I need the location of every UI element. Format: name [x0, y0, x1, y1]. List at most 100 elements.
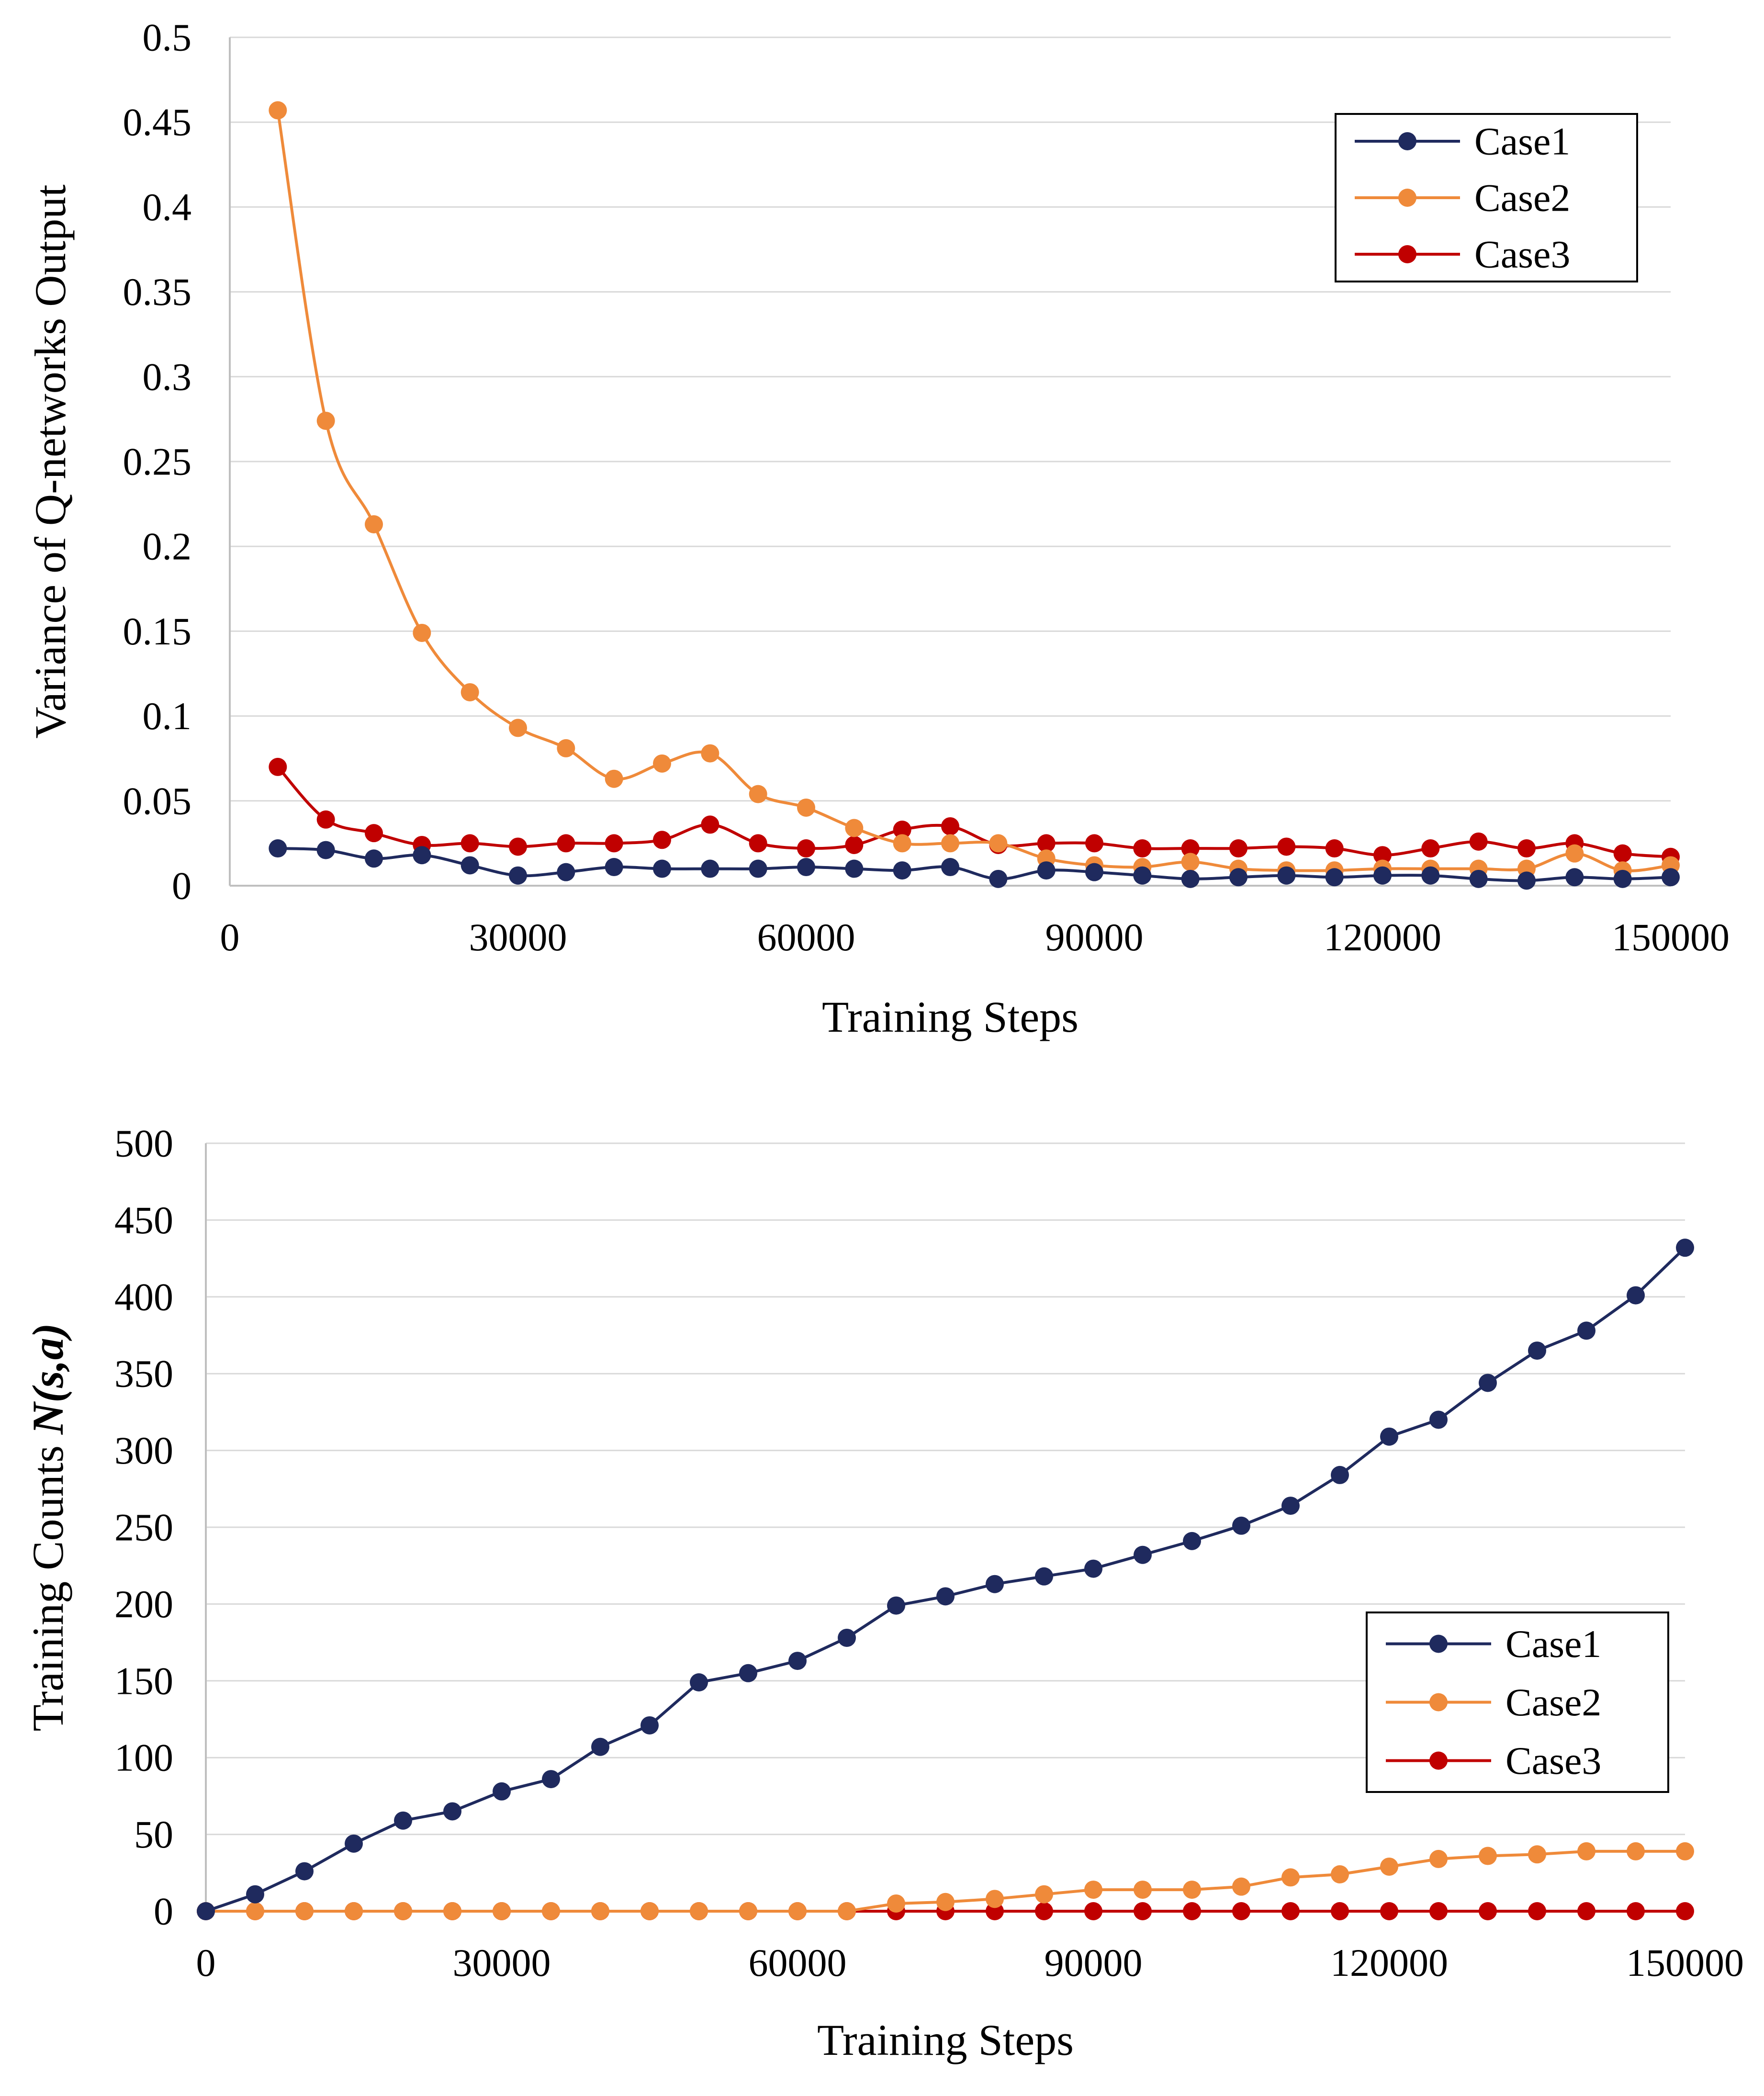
- y-tick-label: 0: [154, 1890, 173, 1933]
- data-point: Case3: (145000, 0): [1627, 1902, 1645, 1920]
- y-tick-label: 0.45: [123, 101, 192, 144]
- data-point: Case3: (100000, 0.022): [1181, 839, 1200, 858]
- y-tick-label: 100: [114, 1736, 173, 1780]
- data-point: Case1: (80000, 213): [986, 1575, 1004, 1593]
- data-point: Case2: (110000, 22): [1281, 1868, 1300, 1887]
- data-point: Case1: (65000, 178): [838, 1628, 856, 1647]
- data-point: Case3: (5000, 0.07): [269, 757, 287, 776]
- data-point: Case3: (50000, 0.036): [701, 815, 719, 834]
- data-point: Case1: (85000, 218): [1035, 1567, 1053, 1586]
- legend-marker: [1429, 1751, 1448, 1770]
- data-point: Case2: (75000, 6): [936, 1893, 955, 1911]
- legend-item-case2: Case2: [1355, 176, 1570, 220]
- y-tick-label: 0.35: [123, 270, 192, 314]
- data-point: Case2: (75000, 0.025): [941, 834, 959, 853]
- y-tick-label: 0.4: [143, 185, 192, 229]
- y-tick-label: 150: [114, 1659, 173, 1702]
- data-point: Case2: (35000, 0.081): [557, 739, 575, 757]
- data-point: Case1: (15000, 0.016): [365, 849, 383, 868]
- data-point: Case3: (105000, 0.022): [1229, 839, 1247, 858]
- x-axis-title: Training Steps: [822, 992, 1079, 1041]
- data-point: Case2: (25000, 0): [443, 1902, 461, 1920]
- data-point: Case1: (80000, 0.004): [989, 869, 1008, 888]
- data-point: Case3: (95000, 0.022): [1133, 839, 1152, 858]
- data-point: Case3: (95000, 0): [1134, 1902, 1152, 1920]
- y-tick-label: 0.5: [143, 16, 192, 59]
- y-tick-label: 500: [114, 1122, 173, 1165]
- data-point: Case1: (45000, 0.01): [653, 859, 671, 878]
- legend-item-case1: Case1: [1355, 120, 1570, 163]
- data-point: Case1: (75000, 0.011): [941, 858, 959, 877]
- legend-item-case3: Case3: [1355, 233, 1570, 276]
- y-tick-label: 50: [134, 1813, 173, 1856]
- data-point: Case3: (150000, 0): [1676, 1902, 1694, 1920]
- data-point: Case1: (100000, 241): [1183, 1532, 1201, 1550]
- data-point: Case2: (20000, 0): [394, 1902, 412, 1920]
- x-tick-label: 150000: [1612, 915, 1730, 959]
- x-tick-label: 120000: [1324, 915, 1441, 959]
- x-tick-label: 150000: [1626, 1941, 1744, 1984]
- data-point: Case3: (35000, 0.025): [557, 834, 575, 853]
- data-point: Case1: (95000, 0.006): [1133, 866, 1152, 885]
- data-point: Case1: (105000, 251): [1232, 1516, 1250, 1535]
- data-point: Case1: (125000, 0.006): [1421, 866, 1440, 885]
- data-point: Case2: (80000, 0.025): [989, 834, 1008, 853]
- legend-item-case1: Case1: [1386, 1622, 1601, 1666]
- x-tick-label: 30000: [469, 915, 567, 959]
- data-point: Case1: (40000, 107): [591, 1737, 609, 1756]
- data-point: Case1: (120000, 0.006): [1373, 866, 1392, 885]
- data-point: Case1: (30000, 0.006): [509, 866, 527, 885]
- data-point: Case1: (70000, 0.009): [893, 861, 911, 880]
- data-point: Case1: (10000, 0.021): [316, 841, 335, 859]
- data-point: Case2: (50000, 0): [690, 1902, 708, 1920]
- data-point: Case2: (70000, 5): [887, 1894, 905, 1913]
- x-tick-label: 30000: [453, 1941, 551, 1984]
- data-point: Case3: (145000, 0.019): [1613, 844, 1632, 863]
- data-point: Case1: (150000, 432): [1676, 1239, 1694, 1257]
- legend-marker: [1429, 1634, 1448, 1653]
- data-point: Case2: (105000, 16): [1232, 1877, 1250, 1896]
- data-point: Case3: (120000, 0.018): [1373, 846, 1392, 865]
- data-point: Case1: (25000, 65): [443, 1802, 461, 1821]
- legend-label: Case2: [1474, 176, 1570, 220]
- x-tick-label: 0: [196, 1941, 216, 1984]
- legend-item-case3: Case3: [1386, 1739, 1601, 1782]
- data-point: Case1: (10000, 26): [295, 1862, 314, 1881]
- data-point: Case3: (130000, 0): [1479, 1902, 1497, 1920]
- legend-item-case2: Case2: [1386, 1680, 1601, 1724]
- y-tick-label: 0.15: [123, 609, 192, 653]
- x-axis-title: Training Steps: [817, 2016, 1074, 2064]
- legend-label: Case3: [1474, 233, 1570, 276]
- data-point: Case1: (135000, 0.003): [1517, 871, 1536, 890]
- data-point: Case1: (60000, 163): [788, 1652, 807, 1670]
- data-point: Case2: (55000, 0): [739, 1902, 757, 1920]
- data-point: Case1: (15000, 44): [345, 1834, 363, 1853]
- data-point: Case1: (55000, 0.01): [749, 859, 767, 878]
- legend-label: Case2: [1506, 1680, 1601, 1724]
- data-point: Case2: (10000, 0): [295, 1902, 314, 1920]
- data-point: Case2: (65000, 0): [838, 1902, 856, 1920]
- data-point: Case2: (85000, 11): [1035, 1885, 1053, 1904]
- data-point: Case2: (30000, 0.093): [509, 719, 527, 737]
- data-point: Case1: (35000, 0.008): [557, 863, 575, 881]
- data-point: Case3: (65000, 0.024): [845, 835, 864, 854]
- data-point: Case3: (40000, 0.025): [605, 834, 623, 853]
- data-point: Case2: (5000, 0): [246, 1902, 264, 1920]
- y-tick-label: 350: [114, 1352, 173, 1396]
- x-tick-label: 60000: [757, 915, 855, 959]
- data-point: Case2: (120000, 29): [1380, 1857, 1398, 1876]
- legend: Case1 Case2 Case3: [1335, 113, 1638, 282]
- data-point: Case2: (145000, 39): [1627, 1842, 1645, 1860]
- legend-label: Case3: [1506, 1739, 1601, 1782]
- data-point: Case1: (55000, 155): [739, 1664, 757, 1682]
- data-point: Case3: (100000, 0): [1183, 1902, 1201, 1920]
- data-point: Case1: (40000, 0.011): [605, 858, 623, 877]
- data-point: Case2: (130000, 36): [1479, 1847, 1497, 1865]
- data-point: Case1: (145000, 0.004): [1613, 869, 1632, 888]
- data-point: Case1: (115000, 284): [1331, 1465, 1349, 1484]
- x-tick-label: 0: [220, 915, 240, 959]
- series-case2: Case2: (5000, 0.457) Case2: (10000, 0.274…: [269, 101, 1680, 880]
- data-point: Case3: (30000, 0.023): [509, 837, 527, 856]
- y-tick-label: 0.05: [123, 779, 192, 823]
- data-point: Case3: (10000, 0.039): [316, 810, 335, 829]
